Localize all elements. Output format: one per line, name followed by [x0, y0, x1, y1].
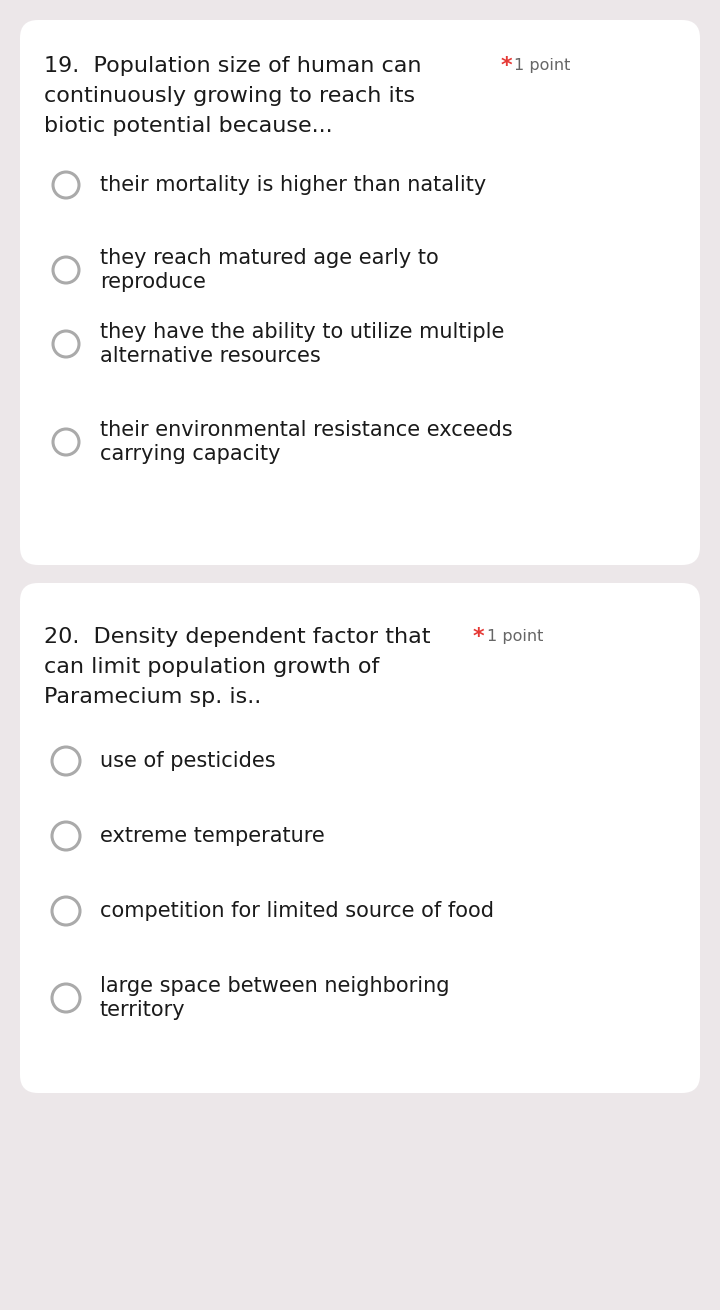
Text: 19.  Population size of human can: 19. Population size of human can: [44, 56, 421, 76]
Text: large space between neighboring: large space between neighboring: [100, 976, 449, 996]
Text: extreme temperature: extreme temperature: [100, 827, 325, 846]
FancyBboxPatch shape: [20, 20, 700, 565]
Text: competition for limited source of food: competition for limited source of food: [100, 901, 494, 921]
Text: use of pesticides: use of pesticides: [100, 751, 276, 772]
Circle shape: [53, 257, 79, 283]
Circle shape: [53, 428, 79, 455]
Circle shape: [52, 747, 80, 776]
Text: Paramecium sp. is..: Paramecium sp. is..: [44, 686, 261, 707]
Text: continuously growing to reach its: continuously growing to reach its: [44, 86, 415, 106]
Circle shape: [53, 172, 79, 198]
Text: they have the ability to utilize multiple: they have the ability to utilize multipl…: [100, 322, 505, 342]
Text: their environmental resistance exceeds: their environmental resistance exceeds: [100, 421, 513, 440]
Circle shape: [53, 331, 79, 358]
Text: *: *: [500, 56, 512, 76]
Text: their mortality is higher than natality: their mortality is higher than natality: [100, 176, 486, 195]
Text: reproduce: reproduce: [100, 272, 206, 292]
Text: alternative resources: alternative resources: [100, 346, 320, 365]
FancyBboxPatch shape: [20, 583, 700, 1093]
Text: territory: territory: [100, 1000, 186, 1020]
Circle shape: [52, 821, 80, 850]
Circle shape: [52, 897, 80, 925]
Text: 1 point: 1 point: [514, 58, 571, 73]
Text: *: *: [473, 627, 485, 647]
Text: biotic potential because...: biotic potential because...: [44, 117, 333, 136]
Circle shape: [52, 984, 80, 1013]
Text: 1 point: 1 point: [487, 629, 544, 645]
Text: 20.  Density dependent factor that: 20. Density dependent factor that: [44, 627, 431, 647]
Text: can limit population growth of: can limit population growth of: [44, 658, 379, 677]
Text: they reach matured age early to: they reach matured age early to: [100, 248, 438, 269]
Text: carrying capacity: carrying capacity: [100, 444, 281, 464]
